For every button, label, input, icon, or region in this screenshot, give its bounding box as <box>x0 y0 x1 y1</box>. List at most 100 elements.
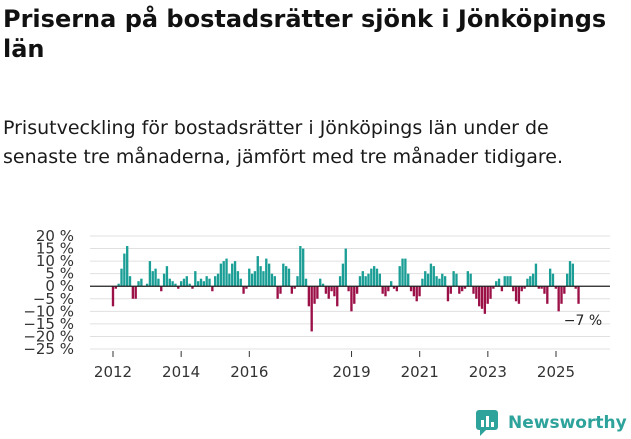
bar <box>424 271 427 287</box>
chart-subtitle: Prisutveckling för bostadsrätter i Jönkö… <box>3 117 563 168</box>
bar <box>239 278 242 287</box>
bar <box>267 263 271 287</box>
bar <box>282 263 285 287</box>
annotation-layer: −7 % <box>564 313 602 329</box>
bar <box>114 286 118 289</box>
bars <box>90 246 610 332</box>
bar <box>446 286 450 302</box>
bar <box>418 286 421 297</box>
y-tick-label: 0 % <box>45 277 74 295</box>
bar <box>412 286 416 297</box>
bar <box>517 286 521 304</box>
bar <box>387 286 390 292</box>
bar <box>276 286 279 299</box>
bar <box>566 273 569 287</box>
bar <box>361 271 364 287</box>
bar <box>162 273 166 287</box>
y-tick-label: −5 % <box>33 290 74 308</box>
bar <box>140 278 143 287</box>
bar <box>157 278 160 287</box>
bar <box>174 283 177 287</box>
bar <box>401 258 404 287</box>
x-tick-label: 2014 <box>162 363 200 381</box>
bar <box>568 261 572 287</box>
bar <box>290 286 294 294</box>
newsworthy-brand[interactable]: Newsworthy <box>476 408 627 438</box>
bar <box>367 273 370 287</box>
bar <box>120 268 123 287</box>
price-change-chart: 20 %15 %10 %5 %0 %−5 %−10 %−15 %−20 %−25… <box>23 227 610 381</box>
bar <box>344 248 347 287</box>
bar <box>506 276 509 287</box>
bar <box>341 263 345 287</box>
bar <box>117 283 120 287</box>
x-tick-label: 2023 <box>469 363 507 381</box>
x-tick-label: 2016 <box>230 363 268 381</box>
bar <box>392 286 396 289</box>
bar <box>540 286 543 289</box>
x-tick-label: 2025 <box>537 363 575 381</box>
bar <box>378 273 381 287</box>
bar <box>293 286 296 289</box>
bar <box>407 273 410 287</box>
bar <box>177 286 180 289</box>
y-tick-label: 20 % <box>36 227 74 245</box>
bar <box>242 286 245 294</box>
bar <box>543 286 546 294</box>
bar <box>455 273 458 287</box>
bar <box>151 271 154 287</box>
bar <box>333 286 336 297</box>
bar <box>245 286 248 289</box>
bar <box>287 268 291 287</box>
bar <box>338 276 342 287</box>
bar <box>483 286 487 314</box>
bar <box>458 286 461 294</box>
bar <box>441 273 444 287</box>
bar <box>500 286 504 292</box>
bar <box>256 256 259 287</box>
bar <box>199 278 203 287</box>
gridlines <box>90 235 610 350</box>
bar <box>205 276 208 287</box>
bar <box>426 273 430 287</box>
bar <box>313 286 316 304</box>
bar <box>398 266 401 287</box>
bar <box>375 268 379 287</box>
bar <box>421 278 424 287</box>
bar <box>358 276 362 287</box>
bar <box>279 286 282 294</box>
bar <box>384 286 387 297</box>
x-tick-label: 2012 <box>94 363 132 381</box>
bar <box>478 286 481 307</box>
bar <box>475 286 478 299</box>
bar <box>381 286 384 294</box>
bar <box>160 286 163 292</box>
bar <box>353 286 356 304</box>
bar <box>355 286 359 294</box>
bar <box>196 281 200 287</box>
bar <box>520 286 523 292</box>
bar <box>307 286 311 307</box>
bar <box>128 276 132 287</box>
bar <box>137 281 140 287</box>
bar <box>165 266 169 287</box>
bar <box>228 273 231 287</box>
bar <box>310 286 313 332</box>
bar <box>134 286 137 299</box>
bar <box>270 273 274 287</box>
bar <box>211 286 214 292</box>
bar <box>202 281 206 287</box>
x-axis: 2012 2014 2016 2019 2021 2023 2025 <box>94 351 575 381</box>
bar <box>537 286 540 289</box>
bar <box>324 286 328 294</box>
y-tick-label: −20 % <box>23 327 74 345</box>
bar <box>231 263 234 287</box>
bar <box>512 286 515 292</box>
bar <box>216 273 220 287</box>
bar <box>233 261 237 287</box>
bar <box>574 286 577 289</box>
bar <box>466 271 469 287</box>
last-value-label: −7 % <box>564 313 602 329</box>
bar <box>486 286 489 304</box>
bar <box>435 276 438 287</box>
